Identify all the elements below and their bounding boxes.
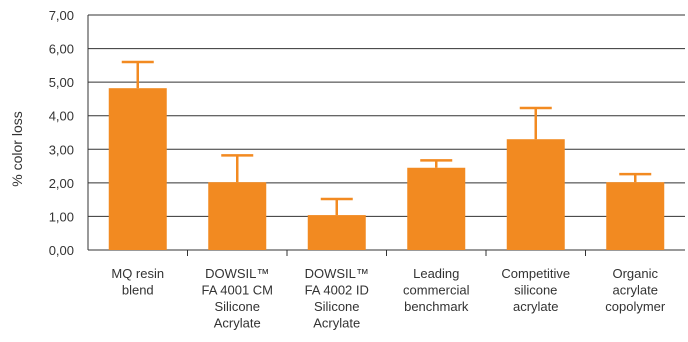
gridlines (87, 14, 685, 251)
x-category-label-line: blend (122, 283, 154, 298)
y-tick-label: 0,00 (49, 243, 74, 258)
x-category-label-line: FA 4002 ID (305, 283, 369, 298)
y-axis-title: % color loss (9, 111, 25, 186)
x-category-label-line: Acrylate (313, 316, 360, 331)
x-category-label-line: DOWSIL™ (305, 266, 369, 281)
x-category-label: Competitive silicone acrylate (501, 266, 570, 314)
x-category-label-line: Organic (612, 266, 658, 281)
x-category-label: MQ resin blend (111, 266, 164, 298)
x-category-label: DOWSIL™ FA 4001 CM Silicone Acrylate (201, 266, 273, 331)
x-category-label-line: acrylate (513, 299, 559, 314)
x-category-label-line: Acrylate (214, 316, 261, 331)
y-tick-label: 1,00 (49, 209, 74, 224)
x-category-label-line: Competitive (501, 266, 570, 281)
x-category-label: Leading commercial benchmark (403, 266, 470, 314)
x-category-label-line: FA 4001 CM (201, 283, 273, 298)
error-bars (121, 60, 652, 216)
y-tick-label: 7,00 (49, 8, 74, 23)
bar (407, 167, 466, 250)
bar (108, 88, 167, 250)
x-category-label-line: commercial (403, 283, 470, 298)
bars (108, 88, 665, 250)
y-tick-label: 4,00 (49, 109, 74, 124)
y-tick-label: 2,00 (49, 176, 74, 191)
x-category-label-line: benchmark (404, 299, 469, 314)
x-category-label: Organic acrylate copolymer (605, 266, 666, 314)
x-category-label-line: acrylate (612, 283, 658, 298)
x-category-label-line: Leading (413, 266, 459, 281)
x-category-label-line: silicone (514, 283, 557, 298)
bar (606, 182, 665, 250)
x-category-label-line: DOWSIL™ (205, 266, 269, 281)
y-tick-label: 6,00 (49, 42, 74, 57)
x-category-label-line: copolymer (605, 299, 666, 314)
y-axis-ticks: 0,00 1,00 2,00 3,00 4,00 5,00 6,00 7,00 (49, 8, 74, 258)
x-category-label: DOWSIL™ FA 4002 ID Silicone Acrylate (305, 266, 369, 331)
y-tick-label: 3,00 (49, 142, 74, 157)
x-category-label-line: Silicone (314, 299, 360, 314)
bar (506, 139, 565, 250)
x-category-label-line: MQ resin (111, 266, 164, 281)
bar (208, 182, 267, 250)
bar (307, 215, 366, 250)
y-tick-label: 5,00 (49, 75, 74, 90)
x-category-label-line: Silicone (214, 299, 260, 314)
